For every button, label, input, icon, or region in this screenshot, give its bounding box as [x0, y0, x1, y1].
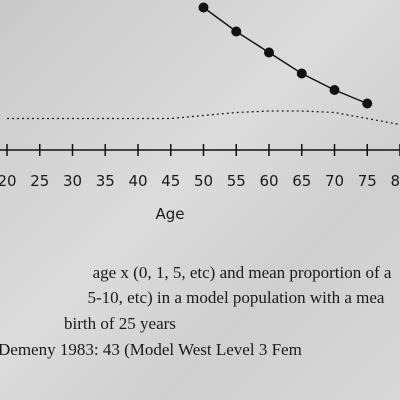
- x-tick-label: 40: [128, 172, 147, 190]
- x-tick-label: 75: [358, 172, 377, 190]
- data-point: [362, 98, 373, 109]
- data-point: [296, 68, 307, 79]
- caption-line: age x (0, 1, 5, etc) and mean proportion…: [93, 263, 392, 282]
- x-tick-label: 20: [0, 172, 17, 190]
- x-tick-label: 70: [325, 172, 344, 190]
- x-tick-label: 65: [292, 172, 311, 190]
- line-series: [203, 6, 368, 105]
- x-tick-label: 25: [30, 172, 49, 190]
- x-tick-label: 55: [227, 172, 246, 190]
- data-point: [198, 2, 209, 13]
- caption-line: 5-10, etc) in a model population with a …: [88, 288, 385, 307]
- x-tick-label: 60: [259, 172, 278, 190]
- x-axis-label: Age: [155, 205, 184, 223]
- caption-line: birth of 25 years: [64, 314, 176, 333]
- line-series: [7, 110, 400, 126]
- x-tick-label: 50: [194, 172, 213, 190]
- data-point: [231, 26, 242, 37]
- x-tick-label: 35: [96, 172, 115, 190]
- x-tick-label: 45: [161, 172, 180, 190]
- x-tick-label: 30: [63, 172, 82, 190]
- data-point: [329, 85, 340, 95]
- x-tick-label: 80: [390, 172, 400, 190]
- data-point: [264, 47, 274, 58]
- caption-line: Demeny 1983: 43 (Model West Level 3 Fem: [0, 340, 302, 359]
